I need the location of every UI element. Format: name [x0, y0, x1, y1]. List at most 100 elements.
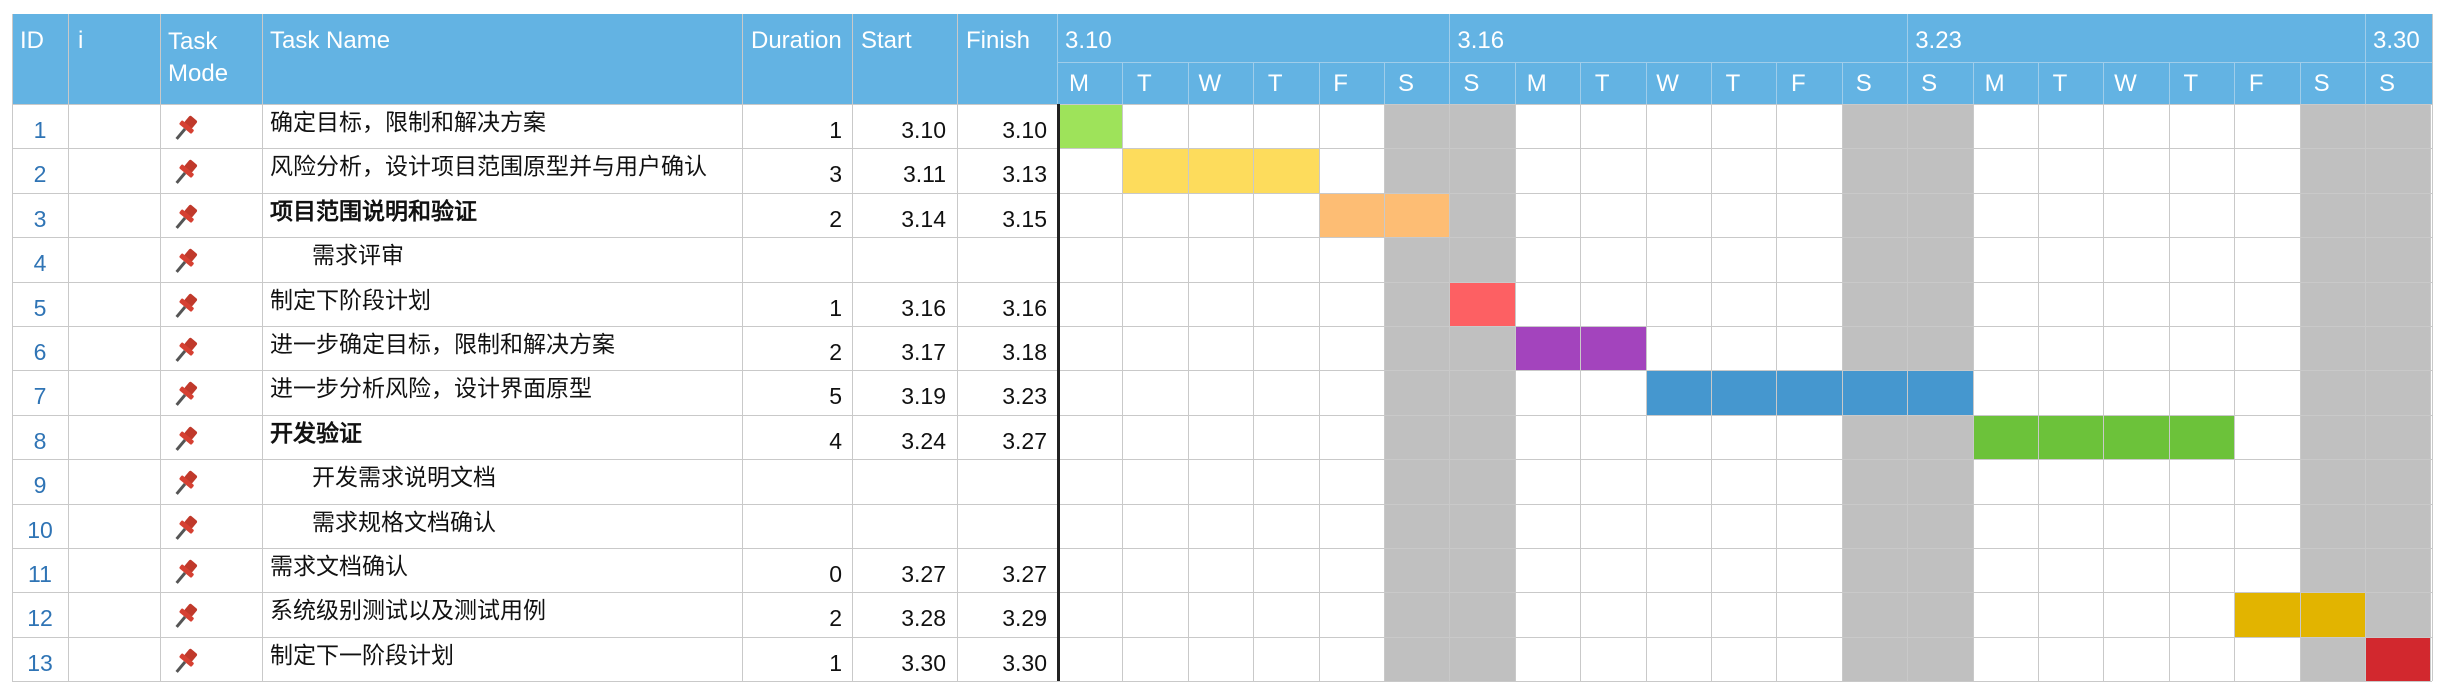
table-row[interactable]: 12 系统级别测试以及测试用例 2 3.28 3.29 — [0, 592, 1057, 636]
task-finish[interactable]: 3.18 — [1002, 339, 1047, 365]
task-finish[interactable]: 3.23 — [1002, 383, 1047, 410]
day-divider — [1776, 104, 1778, 682]
gantt-bar[interactable] — [1318, 193, 1450, 238]
gantt-bar[interactable] — [2365, 637, 2431, 682]
gantt-bar[interactable] — [1645, 371, 1973, 415]
task-finish[interactable]: 3.10 — [1002, 117, 1047, 143]
task-id: 10 — [27, 516, 53, 543]
day-divider — [2168, 62, 2170, 104]
day-divider — [1384, 62, 1385, 104]
task-duration[interactable]: 2 — [829, 605, 842, 632]
day-label: T — [1137, 70, 1152, 97]
day-divider — [1449, 62, 1451, 104]
task-duration[interactable]: 1 — [829, 294, 842, 321]
table-row[interactable]: 1 确定目标，限制和解决方案 1 3.10 3.10 — [0, 104, 1057, 148]
task-name[interactable]: 系统级别测试以及测试用例 — [270, 597, 546, 624]
task-name[interactable]: 需求文档确认 — [270, 553, 408, 579]
task-start[interactable]: 3.28 — [901, 605, 946, 632]
task-name[interactable]: 需求规格文档确认 — [312, 508, 496, 535]
column-header-info[interactable]: i — [78, 27, 84, 54]
task-name[interactable]: 进一步确定目标，限制和解决方案 — [270, 331, 615, 357]
table-header — [12, 14, 2432, 104]
day-divider — [2038, 104, 2039, 682]
task-start[interactable]: 3.19 — [901, 383, 946, 410]
task-finish[interactable]: 3.27 — [1002, 561, 1047, 587]
task-name[interactable]: 开发验证 — [270, 419, 362, 446]
task-name[interactable]: 需求评审 — [312, 242, 404, 269]
task-duration[interactable]: 1 — [829, 117, 842, 143]
column-header-duration[interactable]: Duration — [751, 27, 842, 54]
day-divider — [2234, 104, 2236, 682]
column-divider — [160, 14, 161, 682]
task-duration[interactable]: 4 — [829, 427, 842, 454]
table-row[interactable]: 3 项目范围说明和验证 2 3.14 3.15 — [0, 193, 1057, 237]
task-start[interactable]: 3.17 — [901, 339, 946, 365]
task-finish[interactable]: 3.30 — [1002, 649, 1047, 676]
task-name[interactable]: 项目范围说明和验证 — [270, 197, 477, 224]
table-row[interactable]: 10 需求规格文档确认 — [0, 504, 1057, 548]
task-name[interactable]: 风险分析，设计项目范围原型并与用户确认 — [270, 153, 707, 180]
table-row[interactable]: 5 制定下阶段计划 1 3.16 3.16 — [0, 282, 1057, 326]
task-finish[interactable]: 3.16 — [1002, 294, 1047, 321]
column-header-task-mode[interactable]: Task Mode — [168, 28, 229, 87]
table-row[interactable]: 8 开发验证 4 3.24 3.27 — [0, 415, 1057, 459]
task-id: 4 — [33, 250, 47, 277]
table-row[interactable]: 13 制定下一阶段计划 1 3.30 3.30 — [0, 637, 1057, 681]
gantt-bar[interactable] — [1057, 105, 1123, 149]
task-id: 3 — [33, 205, 47, 232]
day-divider — [2299, 104, 2301, 682]
day-label: T — [1267, 70, 1283, 97]
task-start[interactable]: 3.14 — [901, 205, 946, 232]
task-id: 12 — [27, 605, 53, 632]
pushpin-icon — [168, 156, 202, 190]
task-name[interactable]: 制定下一阶段计划 — [270, 641, 454, 668]
task-duration[interactable]: 5 — [829, 383, 842, 410]
column-divider — [68, 14, 69, 682]
column-header-id[interactable]: ID — [20, 27, 44, 54]
task-name[interactable]: 进一步分析风险，设计界面原型 — [270, 375, 592, 402]
task-duration[interactable]: 2 — [829, 205, 842, 232]
table-row[interactable]: 6 进一步确定目标，限制和解决方案 2 3.17 3.18 — [0, 326, 1057, 370]
row-divider — [12, 104, 2432, 105]
task-finish[interactable]: 3.13 — [1002, 161, 1047, 188]
task-duration[interactable]: 0 — [829, 561, 842, 587]
task-start[interactable]: 3.30 — [901, 649, 946, 676]
day-label: M — [1526, 70, 1547, 97]
task-finish[interactable]: 3.29 — [1002, 605, 1047, 632]
task-start[interactable]: 3.10 — [901, 117, 946, 143]
gantt-bar[interactable] — [2234, 593, 2365, 637]
task-start[interactable]: 3.27 — [901, 561, 946, 587]
task-duration[interactable]: 1 — [829, 649, 842, 676]
row-divider — [12, 370, 2432, 372]
task-start[interactable]: 3.16 — [901, 294, 946, 321]
pushpin-icon — [168, 245, 202, 279]
table-row[interactable]: 2 风险分析，设计项目范围原型并与用户确认 3 3.11 3.13 — [0, 148, 1057, 192]
table-row[interactable]: 9 开发需求说明文档 — [0, 459, 1057, 503]
task-id: 9 — [33, 472, 47, 499]
task-name[interactable]: 制定下阶段计划 — [270, 286, 431, 313]
task-start[interactable]: 3.24 — [901, 427, 946, 454]
table-row[interactable]: 7 进一步分析风险，设计界面原型 5 3.19 3.23 — [0, 370, 1057, 414]
task-finish[interactable]: 3.27 — [1002, 427, 1047, 454]
day-divider — [1253, 104, 1255, 682]
task-duration[interactable]: 3 — [829, 161, 842, 188]
column-header-task-name[interactable]: Task Name — [270, 27, 391, 54]
day-label: M — [1984, 70, 2005, 97]
row-divider — [12, 281, 2432, 283]
table-row[interactable]: 11 需求文档确认 0 3.27 3.27 — [0, 548, 1057, 592]
gantt-bar[interactable] — [1449, 282, 1515, 326]
task-finish[interactable]: 3.15 — [1002, 205, 1047, 232]
pushpin-icon — [168, 512, 202, 546]
task-name[interactable]: 开发需求说明文档 — [312, 464, 496, 491]
gantt-bar[interactable] — [1122, 149, 1319, 193]
task-duration[interactable]: 2 — [829, 339, 842, 365]
day-divider — [2038, 62, 2039, 104]
day-divider — [1776, 62, 1778, 104]
task-start[interactable]: 3.11 — [902, 161, 946, 188]
column-header-start[interactable]: Start — [861, 27, 912, 54]
row-divider — [12, 503, 2432, 505]
table-row[interactable]: 4 需求评审 — [0, 237, 1057, 281]
task-name[interactable]: 确定目标，限制和解决方案 — [270, 109, 546, 135]
day-label: T — [2052, 70, 2068, 97]
column-header-finish[interactable]: Finish — [966, 27, 1031, 54]
